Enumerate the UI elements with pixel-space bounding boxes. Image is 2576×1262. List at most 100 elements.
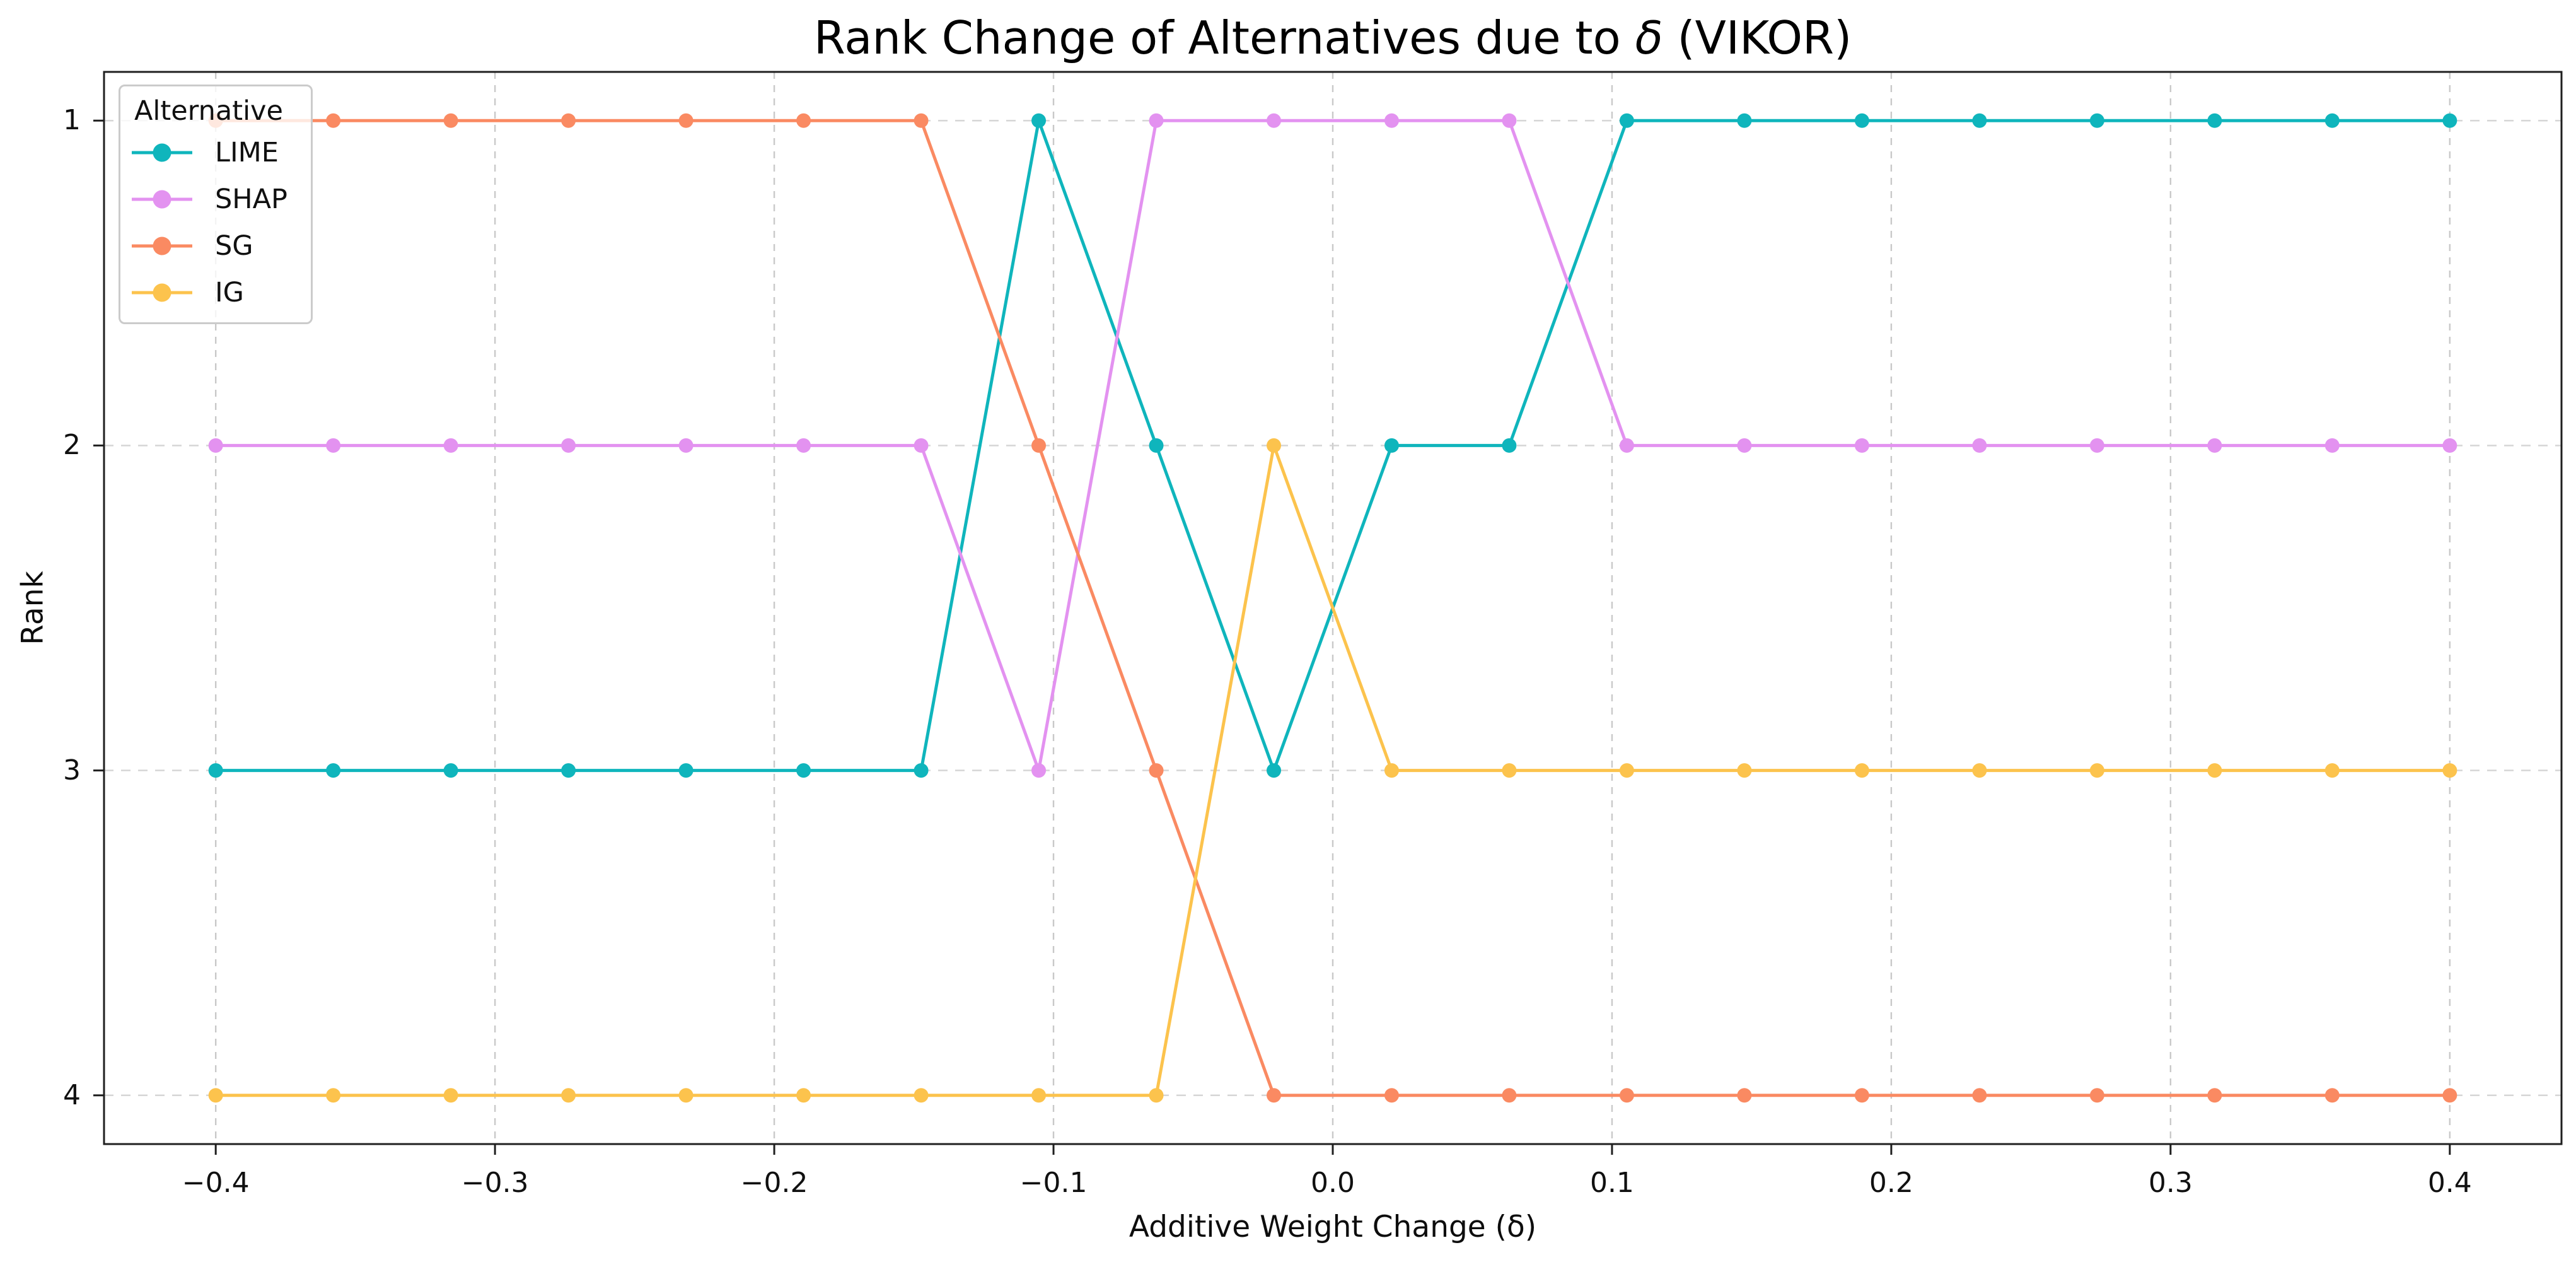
legend-dot-icon	[153, 143, 171, 162]
data-point-sg	[1854, 1088, 1869, 1103]
legend-dot-icon	[153, 237, 171, 255]
data-point-lime	[2207, 113, 2222, 128]
data-point-lime	[1031, 113, 1047, 128]
data-point-sg	[2207, 1088, 2222, 1103]
legend-entry-label: SHAP	[215, 184, 287, 215]
data-point-lime	[1972, 113, 1987, 128]
x-axis-label: Additive Weight Change (δ)	[1128, 1210, 1537, 1244]
data-point-shap	[1972, 438, 1987, 453]
y-tick-label: 2	[63, 429, 81, 462]
legend-entry: SHAP	[129, 176, 302, 223]
data-point-sg	[1502, 1088, 1517, 1103]
data-point-lime	[561, 763, 576, 778]
data-point-shap	[2207, 438, 2222, 453]
data-point-shap	[1619, 438, 1634, 453]
data-point-lime	[443, 763, 458, 778]
data-point-ig	[2089, 763, 2104, 778]
data-point-lime	[914, 763, 929, 778]
x-tick-label: −0.3	[461, 1167, 529, 1199]
chart-title: Rank Change of Alternatives due to δ (VI…	[104, 6, 2561, 69]
legend-dot-icon	[153, 190, 171, 209]
data-point-lime	[1149, 438, 1164, 453]
data-point-ig	[1854, 763, 1869, 778]
data-point-ig	[1737, 763, 1752, 778]
data-point-ig	[326, 1088, 341, 1103]
data-point-shap	[1031, 763, 1047, 778]
data-point-lime	[1854, 113, 1869, 128]
data-point-shap	[678, 438, 693, 453]
data-point-shap	[914, 438, 929, 453]
x-tick-label: 0.0	[1311, 1167, 1355, 1199]
legend-entry: SG	[129, 223, 302, 269]
data-point-ig	[678, 1088, 693, 1103]
legend-entry: IG	[129, 269, 302, 316]
legend-entries: LIME SHAP SG IG	[129, 129, 302, 316]
data-point-shap	[1267, 113, 1282, 128]
data-point-shap	[1384, 113, 1399, 128]
data-point-ig	[2442, 763, 2457, 778]
legend: Alternative LIME SHAP SG IG	[119, 85, 313, 324]
data-point-lime	[2089, 113, 2104, 128]
data-point-sg	[326, 113, 341, 128]
series-line-sg	[214, 119, 2452, 1097]
data-point-shap	[1149, 113, 1164, 128]
data-point-sg	[1149, 763, 1164, 778]
data-point-shap	[2089, 438, 2104, 453]
data-point-sg	[1737, 1088, 1752, 1103]
data-point-sg	[2089, 1088, 2104, 1103]
legend-dot-icon	[153, 283, 171, 302]
data-point-ig	[1619, 763, 1634, 778]
x-tick-label: 0.3	[2148, 1167, 2193, 1199]
legend-marker-icon	[132, 190, 192, 209]
legend-marker-icon	[132, 237, 192, 255]
data-point-ig	[1267, 438, 1282, 453]
data-point-lime	[678, 763, 693, 778]
data-point-lime	[2324, 113, 2340, 128]
x-tick-label: −0.4	[182, 1167, 250, 1199]
data-point-sg	[561, 113, 576, 128]
data-point-ig	[796, 1088, 811, 1103]
legend-entry-label: LIME	[215, 137, 279, 168]
legend-marker-icon	[132, 283, 192, 302]
data-point-ig	[561, 1088, 576, 1103]
x-tick-label: 0.1	[1589, 1167, 1634, 1199]
data-point-lime	[1737, 113, 1752, 128]
data-point-lime	[1502, 438, 1517, 453]
data-point-shap	[2442, 438, 2457, 453]
data-point-ig	[1502, 763, 1517, 778]
chart-title-delta-symbol: δ	[1635, 11, 1663, 64]
data-point-sg	[2324, 1088, 2340, 1103]
data-point-shap	[1502, 113, 1517, 128]
data-point-sg	[1619, 1088, 1634, 1103]
legend-title: Alternative	[134, 95, 283, 127]
data-point-lime	[796, 763, 811, 778]
data-point-shap	[1737, 438, 1752, 453]
x-tick-label: −0.2	[740, 1167, 808, 1199]
data-point-ig	[1972, 763, 1987, 778]
chart-title-prefix: Rank Change of Alternatives due to	[813, 11, 1635, 64]
data-point-shap	[561, 438, 576, 453]
legend-entry-label: SG	[215, 230, 253, 262]
data-point-ig	[1031, 1088, 1047, 1103]
data-point-lime	[208, 763, 223, 778]
data-point-shap	[2324, 438, 2340, 453]
data-point-sg	[443, 113, 458, 128]
y-tick-label: 3	[63, 754, 81, 786]
data-point-lime	[1384, 438, 1399, 453]
data-point-sg	[1267, 1088, 1282, 1103]
data-point-sg	[1384, 1088, 1399, 1103]
data-point-lime	[1619, 113, 1634, 128]
data-point-shap	[796, 438, 811, 453]
x-tick-label: −0.1	[1019, 1167, 1088, 1199]
data-point-sg	[2442, 1088, 2457, 1103]
legend-entry: LIME	[129, 129, 302, 176]
data-point-sg	[1031, 438, 1047, 453]
data-point-lime	[326, 763, 341, 778]
series-line-shap	[214, 119, 2452, 773]
y-tick-label: 1	[63, 104, 81, 137]
data-point-sg	[1972, 1088, 1987, 1103]
legend-entry-label: IG	[215, 277, 245, 308]
data-point-ig	[914, 1088, 929, 1103]
data-point-shap	[443, 438, 458, 453]
